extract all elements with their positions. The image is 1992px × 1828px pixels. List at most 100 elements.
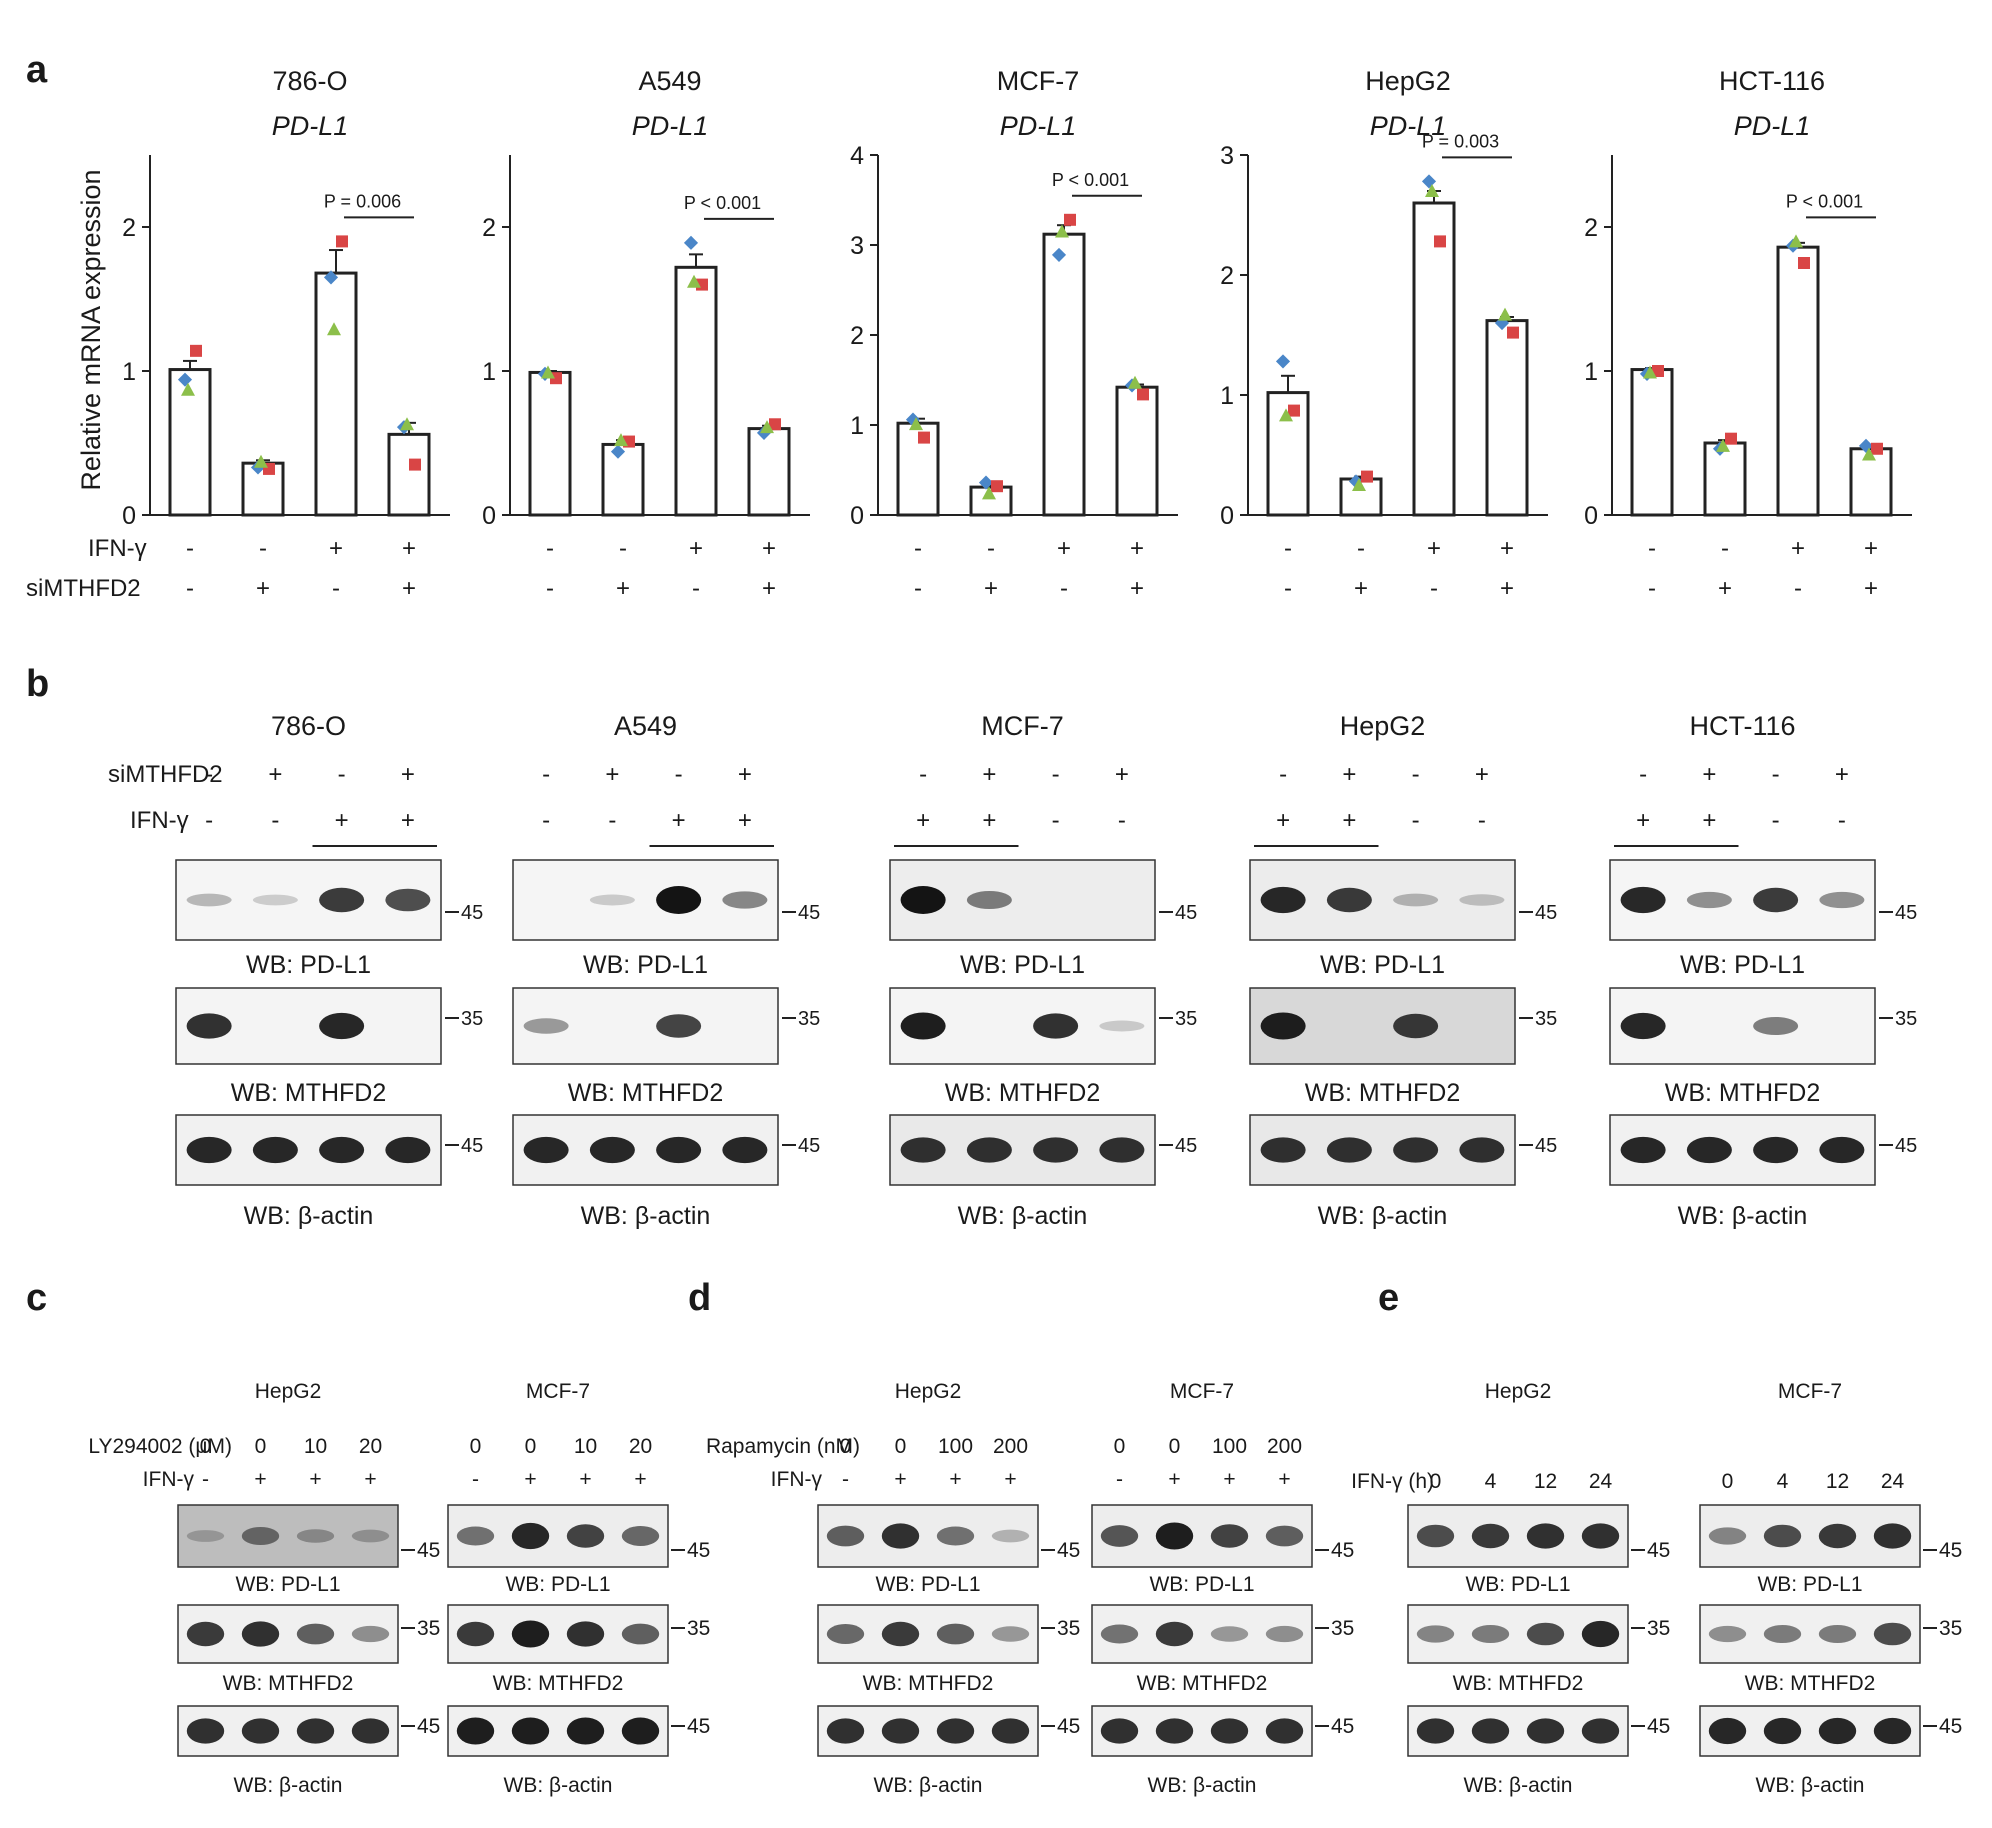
- blot-band: [186, 1136, 232, 1164]
- si-sign: -: [1772, 761, 1780, 788]
- bar: [1412, 201, 1456, 517]
- blot-group-title: A549: [614, 711, 677, 741]
- blot-pd-l1: [512, 859, 779, 941]
- wb-label-mthfd2: WB: MTHFD2: [1665, 1079, 1821, 1107]
- si-sign: -: [1430, 575, 1438, 602]
- data-point-diamond: [1421, 174, 1437, 189]
- blot-group-title: HepG2: [1485, 1380, 1552, 1403]
- blot-band: [1620, 886, 1666, 914]
- y-tick-label: 1: [482, 358, 496, 386]
- wb-label-beta-actin: WB: β-actin: [1464, 1774, 1573, 1797]
- blot-band: [1155, 1522, 1194, 1550]
- ifn-sign: -: [1478, 807, 1486, 834]
- ifn-sign: -: [186, 535, 194, 562]
- ifn-sign: +: [738, 807, 752, 834]
- wb-label-beta-actin: WB: β-actin: [874, 1774, 983, 1797]
- si-sign: +: [605, 761, 619, 788]
- row2-sign: -: [1116, 1468, 1123, 1491]
- blot-band: [589, 1136, 635, 1164]
- blot-group-c-0: HepG2 0 0 10 20 - + + +45 WB: PD-L1 35 WB: MTHFD2 45…: [177, 1380, 440, 1797]
- row-label-si-b: siMTHFD2: [108, 761, 223, 788]
- row2-sign: +: [1223, 1468, 1235, 1491]
- mw-label: 35: [461, 1008, 483, 1030]
- wb-label-pd-l1: WB: PD-L1: [1320, 951, 1445, 979]
- blot-group-e-0: HepG2 0 4 12 24 45 WB: PD-L1 35 WB: MTHFD2 45 WB: …: [1407, 1380, 1670, 1797]
- data-point-square: [1434, 235, 1446, 248]
- blot-band: [966, 1137, 1012, 1163]
- si-sign: +: [1342, 761, 1356, 788]
- blot-band: [1873, 1717, 1912, 1745]
- chart-title: A549: [638, 66, 701, 96]
- wb-label-mthfd2: WB: MTHFD2: [231, 1079, 387, 1107]
- blot-band: [722, 891, 768, 909]
- ifn-sign: +: [1427, 535, 1441, 562]
- bar: [314, 271, 358, 517]
- blot-band: [351, 1625, 390, 1643]
- y-tick-label: 0: [482, 502, 496, 530]
- bar: [1485, 319, 1529, 517]
- y-tick-label: 2: [482, 214, 496, 242]
- blot-band: [1033, 1013, 1079, 1039]
- si-sign: +: [268, 761, 282, 788]
- ifn-sign: +: [1864, 535, 1878, 562]
- row1-value: 24: [1881, 1470, 1905, 1493]
- bar: [674, 265, 718, 517]
- panel-cde-blots: LY294002 (μM) IFN-γ HepG2 0 0 10 20 - + + +45 WB: P…: [88, 1380, 1962, 1797]
- wb-label-mthfd2: WB: MTHFD2: [1745, 1672, 1876, 1695]
- si-sign: +: [1864, 575, 1878, 602]
- blot-band: [186, 893, 232, 907]
- row-label-ifn-a: IFN-γ: [88, 535, 147, 562]
- row1-value: 0: [470, 1435, 482, 1458]
- blot-band: [252, 894, 298, 906]
- data-point-diamond: [177, 372, 193, 387]
- blot-band: [1763, 1624, 1802, 1644]
- data-point-diamond: [683, 235, 699, 250]
- blot-group-title: MCF-7: [526, 1380, 590, 1403]
- y-tick-label: 1: [850, 412, 864, 440]
- mw-label: 45: [417, 1715, 440, 1738]
- blot-band: [900, 886, 946, 914]
- row1-value: 0: [525, 1435, 537, 1458]
- data-point-square: [1137, 388, 1149, 401]
- ifn-sign: -: [608, 807, 616, 834]
- data-point-triangle: [1352, 478, 1366, 491]
- si-sign: -: [338, 761, 346, 788]
- chart-gene-label: PD-L1: [632, 111, 709, 141]
- blot-band: [456, 1526, 495, 1546]
- chart-title: 786-O: [272, 66, 347, 96]
- row1-value: 0: [1430, 1470, 1442, 1493]
- row1-value: 12: [1826, 1470, 1849, 1493]
- blot-band: [1471, 1718, 1510, 1744]
- si-sign: -: [1412, 761, 1420, 788]
- blot-band: [1210, 1524, 1249, 1548]
- blot-band: [186, 1530, 225, 1542]
- data-point-triangle: [1128, 375, 1142, 389]
- bar: [528, 370, 572, 517]
- ifn-sign: +: [982, 807, 996, 834]
- blot-group-title: MCF-7: [1170, 1380, 1234, 1403]
- si-sign: +: [616, 575, 630, 602]
- blot-band: [1708, 1625, 1747, 1643]
- mw-label: 35: [798, 1008, 820, 1030]
- data-point-diamond: [1051, 247, 1067, 262]
- row1-value: 10: [304, 1435, 327, 1458]
- wb-label-pd-l1: WB: PD-L1: [583, 951, 708, 979]
- wb-label-beta-actin: WB: β-actin: [1148, 1774, 1257, 1797]
- y-tick-label: 1: [1584, 358, 1598, 386]
- panel-e: IFN-γ (h) HepG2 0 4 12 24 45 WB: PD-L1 35 WB: MTH…: [1351, 1380, 1962, 1797]
- si-sign: +: [1718, 575, 1732, 602]
- ifn-sign: +: [1636, 807, 1650, 834]
- mw-label: 45: [1895, 1135, 1917, 1157]
- blot-band: [1620, 1136, 1666, 1164]
- blot-band: [1763, 1524, 1802, 1548]
- si-sign: -: [1639, 761, 1647, 788]
- data-point-diamond: [610, 444, 626, 459]
- y-tick-label: 0: [122, 502, 136, 530]
- ifn-sign: -: [542, 807, 550, 834]
- bar-chart-1: A549 PD-L1 0 1 2 P < 0.001 - - - + + - + +: [482, 66, 810, 602]
- y-tick-label: 0: [850, 502, 864, 530]
- blot-band: [1326, 1137, 1372, 1163]
- row2-sign: +: [1278, 1468, 1290, 1491]
- ifn-sign: +: [401, 807, 415, 834]
- mw-label: 45: [798, 902, 820, 924]
